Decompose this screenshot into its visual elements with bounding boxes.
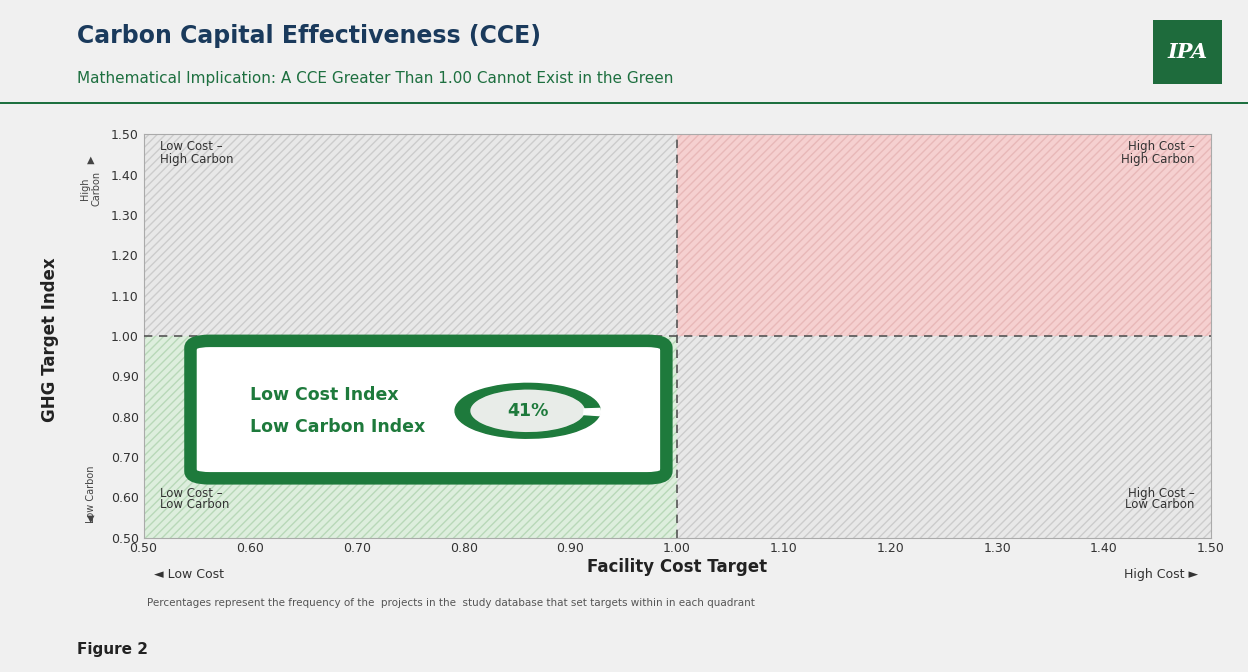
Text: Low Cost Index: Low Cost Index — [251, 386, 399, 404]
Polygon shape — [676, 134, 1211, 336]
Text: Low Cost –: Low Cost – — [160, 140, 222, 153]
Text: GHG Target Index: GHG Target Index — [41, 257, 59, 421]
Text: High Cost –: High Cost – — [1128, 140, 1194, 153]
Text: Percentages represent the frequency of the  projects in the  study database that: Percentages represent the frequency of t… — [147, 598, 755, 608]
Text: Figure 2: Figure 2 — [77, 642, 149, 657]
Text: Low Cost –: Low Cost – — [160, 487, 222, 500]
Text: Low Carbon Index: Low Carbon Index — [251, 418, 426, 436]
Polygon shape — [144, 336, 676, 538]
Wedge shape — [584, 409, 600, 413]
X-axis label: Facility Cost Target: Facility Cost Target — [587, 558, 768, 576]
FancyBboxPatch shape — [191, 341, 666, 478]
Text: Carbon Capital Effectiveness (CCE): Carbon Capital Effectiveness (CCE) — [77, 24, 542, 48]
Text: Low Carbon: Low Carbon — [1126, 499, 1194, 511]
Text: High Cost –: High Cost – — [1128, 487, 1194, 500]
Text: High Cost ►: High Cost ► — [1124, 568, 1198, 581]
Text: Mathematical Implication: A CCE Greater Than 1.00 Cannot Exist in the Green: Mathematical Implication: A CCE Greater … — [77, 71, 674, 85]
Polygon shape — [676, 336, 1211, 538]
Text: High
Carbon: High Carbon — [80, 171, 102, 206]
Text: IPA: IPA — [1167, 42, 1208, 62]
Text: High Carbon: High Carbon — [160, 153, 233, 165]
Polygon shape — [144, 134, 676, 336]
Text: 41%: 41% — [507, 402, 548, 420]
Text: ◄ Low Cost: ◄ Low Cost — [154, 568, 223, 581]
Text: ▼: ▼ — [87, 514, 95, 523]
Wedge shape — [456, 384, 600, 438]
Wedge shape — [583, 411, 600, 415]
Text: ▲: ▲ — [87, 155, 95, 165]
Text: Low Carbon: Low Carbon — [86, 465, 96, 523]
Ellipse shape — [456, 384, 600, 438]
Text: Low Carbon: Low Carbon — [160, 499, 228, 511]
Text: High Carbon: High Carbon — [1121, 153, 1194, 165]
